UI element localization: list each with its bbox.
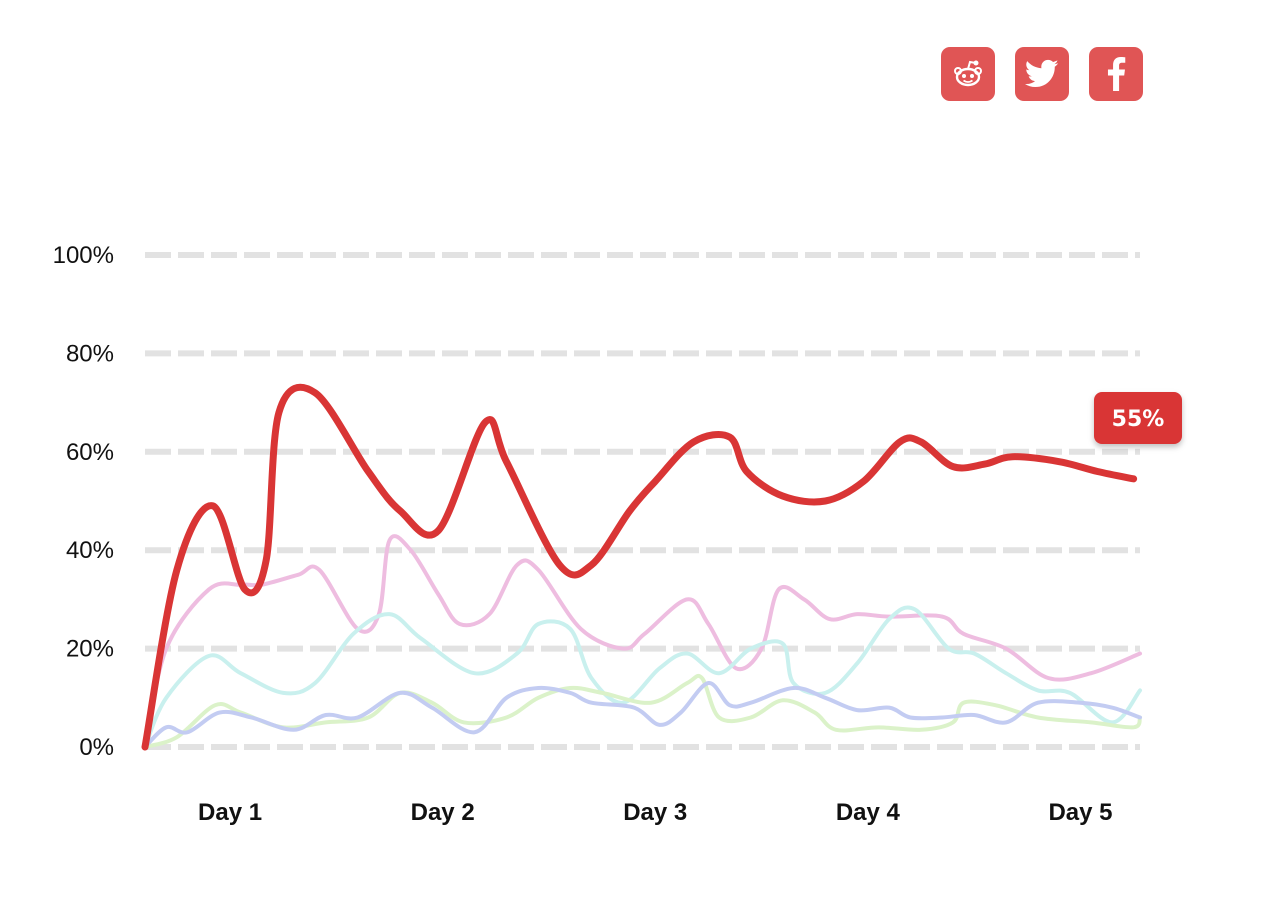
- x-tick-label: Day 4: [836, 799, 901, 826]
- series-line: [143, 534, 1142, 749]
- end-value-label: 55%: [1112, 407, 1165, 432]
- series-line-highlight: [141, 383, 1138, 751]
- share-bar: [941, 47, 1143, 101]
- x-tick-label: Day 1: [198, 799, 262, 826]
- series-lines: [141, 383, 1142, 751]
- y-tick-label: 60%: [66, 439, 114, 466]
- end-value-badge-bg: [1094, 392, 1182, 444]
- y-tick-label: 80%: [66, 340, 114, 367]
- x-tick-label: Day 3: [623, 799, 687, 826]
- x-tick-label: Day 5: [1048, 799, 1112, 826]
- x-axis-ticks: Day 1 Day 2 Day 3 Day 4 Day 5: [198, 799, 1112, 826]
- facebook-icon: [1107, 57, 1126, 91]
- facebook-share-button[interactable]: [1089, 47, 1143, 101]
- reddit-share-button[interactable]: [941, 47, 995, 101]
- y-axis-ticks: 0% 20% 40% 60% 80% 100%: [53, 242, 114, 761]
- y-tick-label: 40%: [66, 537, 114, 564]
- series-line: [143, 605, 1142, 749]
- y-tick-label: 0%: [79, 734, 114, 761]
- reddit-icon: [954, 60, 982, 87]
- x-tick-label: Day 2: [411, 799, 475, 826]
- y-tick-label: 20%: [66, 636, 114, 663]
- series-line: [143, 673, 1142, 749]
- twitter-share-button[interactable]: [1015, 47, 1069, 101]
- end-value-badge: 55%: [1094, 392, 1182, 444]
- y-tick-label: 100%: [53, 242, 114, 269]
- series-line: [143, 681, 1142, 749]
- grid-lines: [145, 252, 1140, 750]
- twitter-icon: [1025, 59, 1059, 88]
